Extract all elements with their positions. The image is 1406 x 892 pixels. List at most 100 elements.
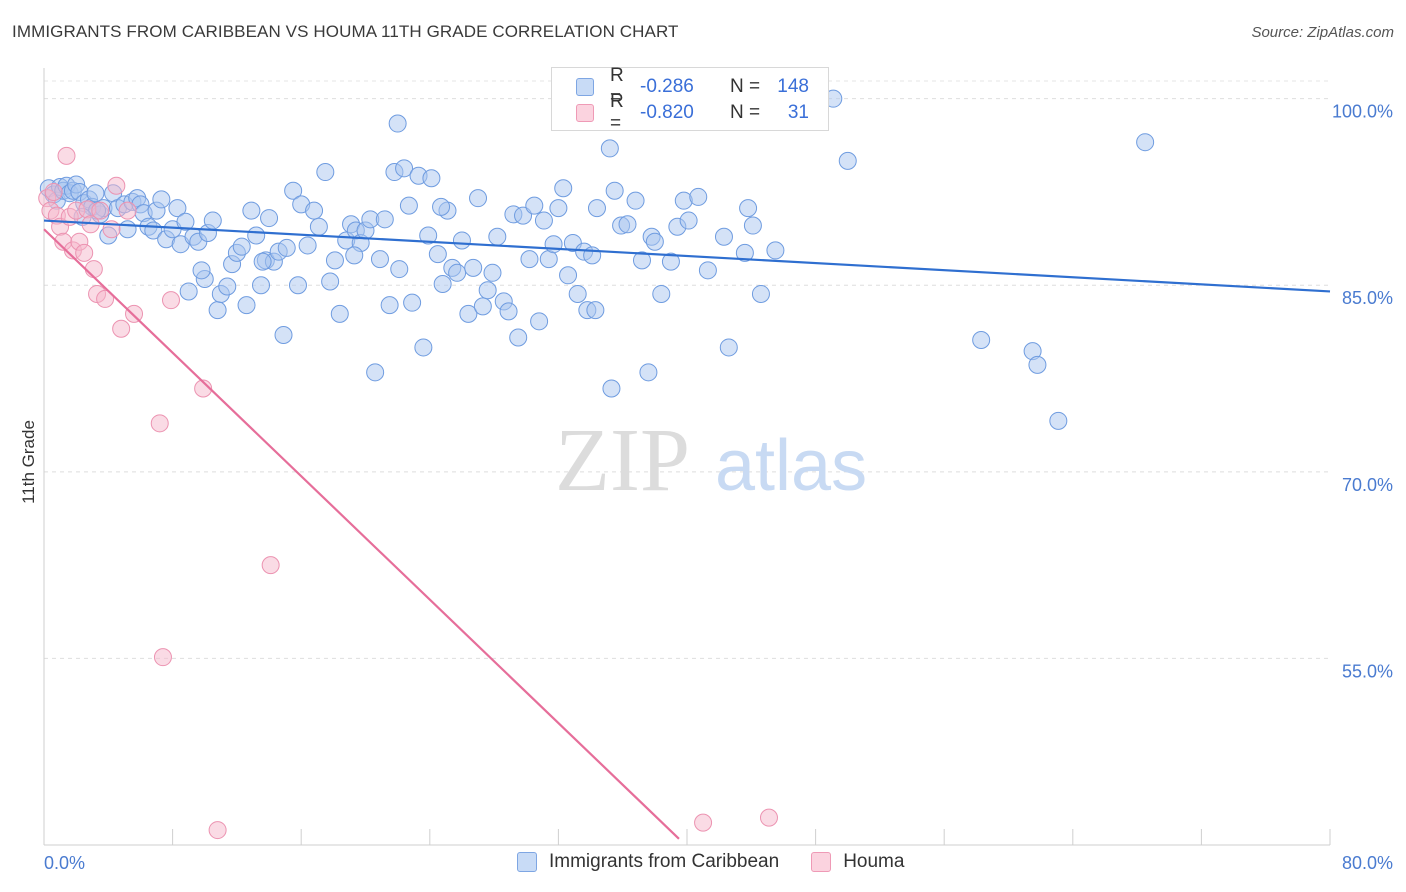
data-point-caribbean bbox=[534, 211, 553, 230]
legend-label-houma: Houma bbox=[843, 851, 905, 872]
data-point-caribbean bbox=[605, 181, 624, 200]
data-point-houma bbox=[91, 201, 110, 220]
series-legend: Immigrants from Caribbean Houma bbox=[517, 851, 936, 873]
data-point-caribbean bbox=[568, 284, 587, 303]
data-point-caribbean bbox=[586, 301, 605, 320]
data-point-houma bbox=[161, 291, 180, 310]
r-value: -0.820 bbox=[640, 102, 694, 123]
legend-item-houma: Houma bbox=[811, 851, 904, 873]
data-point-caribbean bbox=[751, 284, 770, 303]
data-point-caribbean bbox=[277, 238, 296, 257]
legend-item-caribbean: Immigrants from Caribbean bbox=[517, 851, 779, 873]
data-point-caribbean bbox=[345, 246, 364, 265]
data-point-houma bbox=[84, 260, 103, 279]
data-point-caribbean bbox=[652, 284, 671, 303]
data-point-caribbean bbox=[370, 250, 389, 269]
trend-line-caribbean bbox=[43, 219, 1331, 293]
data-point-caribbean bbox=[388, 114, 407, 133]
data-point-caribbean bbox=[118, 220, 137, 239]
data-point-caribbean bbox=[330, 304, 349, 323]
data-point-caribbean bbox=[525, 196, 544, 215]
data-point-caribbean bbox=[645, 232, 664, 251]
data-point-caribbean bbox=[260, 209, 279, 228]
y-tick-label: 100.0% bbox=[1332, 102, 1393, 122]
stats-row-houma: R = -0.820 N = 31 bbox=[576, 91, 809, 134]
data-point-caribbean bbox=[473, 297, 492, 316]
data-point-caribbean bbox=[309, 217, 328, 236]
data-point-caribbean bbox=[478, 281, 497, 300]
data-point-caribbean bbox=[514, 206, 533, 225]
data-point-caribbean bbox=[549, 199, 568, 218]
data-point-caribbean bbox=[626, 191, 645, 210]
y-axis-label: 11th Grade bbox=[19, 420, 38, 504]
data-point-caribbean bbox=[252, 276, 271, 295]
data-point-caribbean bbox=[972, 330, 991, 349]
stats-row-caribbean: R = -0.286 N = 148 bbox=[576, 65, 809, 108]
data-point-caribbean bbox=[838, 151, 857, 170]
x-tick-label: 80.0% bbox=[1342, 853, 1393, 873]
data-point-caribbean bbox=[321, 272, 340, 291]
data-point-houma bbox=[759, 808, 778, 827]
legend-label-caribbean: Immigrants from Caribbean bbox=[549, 851, 780, 872]
data-point-houma bbox=[261, 556, 280, 575]
data-point-caribbean bbox=[419, 226, 438, 245]
data-point-caribbean bbox=[305, 201, 324, 220]
data-point-caribbean bbox=[499, 302, 518, 321]
swatch-caribbean bbox=[576, 78, 594, 96]
data-point-caribbean bbox=[253, 252, 272, 271]
data-point-houma bbox=[208, 821, 227, 840]
r-value: -0.286 bbox=[640, 76, 694, 97]
data-point-caribbean bbox=[375, 210, 394, 229]
series-houma-points bbox=[38, 146, 778, 840]
data-point-caribbean bbox=[661, 252, 680, 271]
data-point-caribbean bbox=[390, 260, 409, 279]
data-point-caribbean bbox=[488, 227, 507, 246]
data-point-houma bbox=[118, 201, 137, 220]
data-point-caribbean bbox=[509, 328, 528, 347]
data-point-caribbean bbox=[539, 250, 558, 269]
data-point-caribbean bbox=[1136, 133, 1155, 152]
data-point-caribbean bbox=[559, 266, 578, 285]
stats-legend: R = -0.286 N = 148 R = -0.820 N = 31 bbox=[551, 65, 829, 134]
n-value: 148 bbox=[777, 76, 809, 97]
data-point-caribbean bbox=[639, 363, 658, 382]
data-point-caribbean bbox=[520, 250, 539, 269]
data-point-caribbean bbox=[719, 338, 738, 357]
n-label: N = bbox=[730, 76, 761, 97]
data-point-caribbean bbox=[203, 211, 222, 230]
data-point-caribbean bbox=[1028, 355, 1047, 374]
data-point-caribbean bbox=[247, 226, 266, 245]
data-point-houma bbox=[694, 813, 713, 832]
data-point-caribbean bbox=[152, 190, 171, 209]
swatch-houma bbox=[576, 104, 594, 122]
data-point-caribbean bbox=[587, 199, 606, 218]
y-tick-label: 70.0% bbox=[1342, 475, 1393, 495]
chart-title: IMMIGRANTS FROM CARIBBEAN VS HOUMA 11TH … bbox=[12, 22, 679, 41]
data-point-caribbean bbox=[600, 139, 619, 158]
data-point-caribbean bbox=[1049, 411, 1068, 430]
data-point-caribbean bbox=[380, 296, 399, 315]
data-point-caribbean bbox=[452, 231, 471, 250]
data-point-caribbean bbox=[325, 251, 344, 270]
grid-lines bbox=[44, 80, 1330, 659]
data-point-caribbean bbox=[735, 243, 754, 262]
data-point-caribbean bbox=[602, 379, 621, 398]
data-point-houma bbox=[44, 182, 63, 201]
legend-swatch-houma bbox=[811, 852, 832, 872]
data-point-caribbean bbox=[689, 187, 708, 206]
data-point-houma bbox=[75, 243, 94, 262]
data-point-caribbean bbox=[483, 263, 502, 282]
data-point-caribbean bbox=[242, 201, 261, 220]
source-label: Source: ZipAtlas.com bbox=[1251, 24, 1394, 41]
trend-lines bbox=[43, 219, 1331, 840]
data-point-houma bbox=[57, 146, 76, 165]
data-point-caribbean bbox=[554, 179, 573, 198]
trend-line-houma bbox=[43, 228, 680, 840]
data-point-houma bbox=[112, 319, 131, 338]
data-point-caribbean bbox=[366, 363, 385, 382]
data-point-caribbean bbox=[618, 215, 637, 234]
data-point-caribbean bbox=[288, 276, 307, 295]
series-caribbean-points bbox=[39, 89, 1155, 430]
data-point-caribbean bbox=[464, 258, 483, 277]
